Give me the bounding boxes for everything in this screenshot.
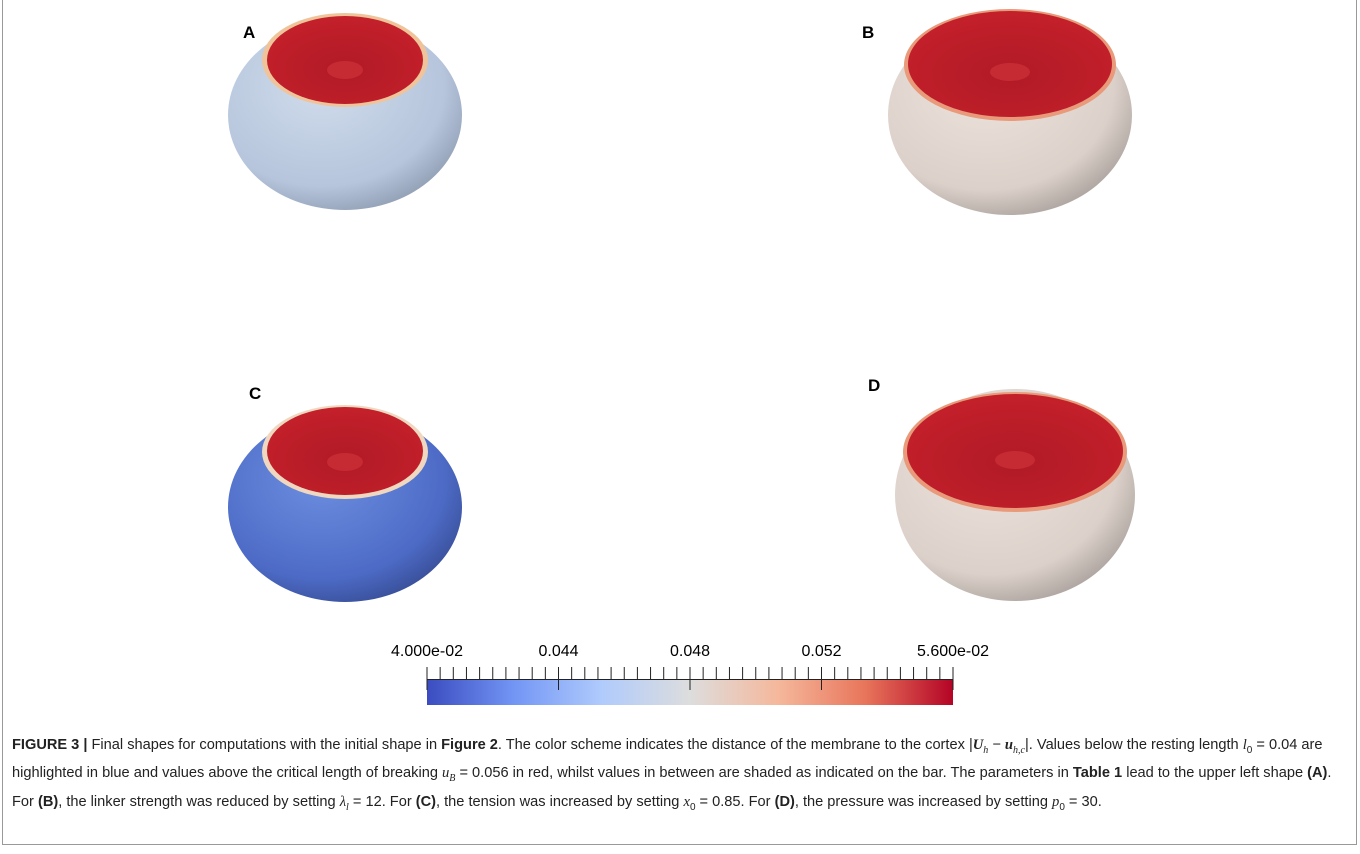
colorbar: 4.000e-02 0.044 0.048 0.052 5.600e-02 xyxy=(391,643,989,705)
shape-d xyxy=(895,389,1135,601)
tick-label: 4.000e-02 xyxy=(391,643,463,660)
tick-label: 0.052 xyxy=(801,643,841,660)
caption-text: = 12. For xyxy=(349,794,416,810)
caption-text: = 30. xyxy=(1065,794,1102,810)
caption-text: (C) xyxy=(416,794,436,810)
caption-text: (D) xyxy=(775,794,795,810)
caption-text: |. xyxy=(1025,737,1033,753)
tick-label: 5.600e-02 xyxy=(917,643,989,660)
caption: FIGURE 3 | Final shapes for computations… xyxy=(12,734,1347,819)
caption-math: − xyxy=(988,737,1005,753)
tick-label: 0.044 xyxy=(538,643,578,660)
caption-text: lead to the upper left shape xyxy=(1122,765,1307,781)
panel-label: B xyxy=(862,23,874,42)
caption-text: (A) xyxy=(1307,765,1327,781)
caption-text: Final shapes for computations with the i… xyxy=(87,737,441,753)
figure: A B C D 4.000e-02 0.044 0.048 0.052 5.600e-0… xyxy=(0,0,1360,730)
caption-text: , the pressure was increased by setting xyxy=(795,794,1052,810)
shape-c xyxy=(228,405,462,602)
caption-text: , the tension was increased by setting xyxy=(436,794,683,810)
caption-text: FIGURE 3 | xyxy=(12,737,87,753)
caption-text: Table 1 xyxy=(1073,765,1122,781)
caption-text: Values below the resting length xyxy=(1033,737,1243,753)
shape-a xyxy=(228,13,462,210)
panel-label: C xyxy=(249,384,261,403)
caption-text: , the linker strength was reduced by set… xyxy=(58,794,340,810)
caption-math: u xyxy=(1005,737,1013,753)
caption-math: U xyxy=(973,737,984,753)
panel-label: D xyxy=(868,376,880,395)
tick-label: 0.048 xyxy=(670,643,710,660)
caption-text: = 0.056 in red, whilst values in between… xyxy=(455,765,1073,781)
caption-math: h,c xyxy=(1013,745,1025,756)
caption-text: = 0.85. For xyxy=(696,794,775,810)
page: A B C D 4.000e-02 0.044 0.048 0.052 5.600e-0… xyxy=(0,0,1360,854)
shape-b xyxy=(888,9,1132,215)
caption-text: Figure 2 xyxy=(441,737,498,753)
panel-label: A xyxy=(243,23,255,42)
caption-text: (B) xyxy=(38,794,58,810)
caption-text: . The color scheme indicates the distanc… xyxy=(498,737,973,753)
